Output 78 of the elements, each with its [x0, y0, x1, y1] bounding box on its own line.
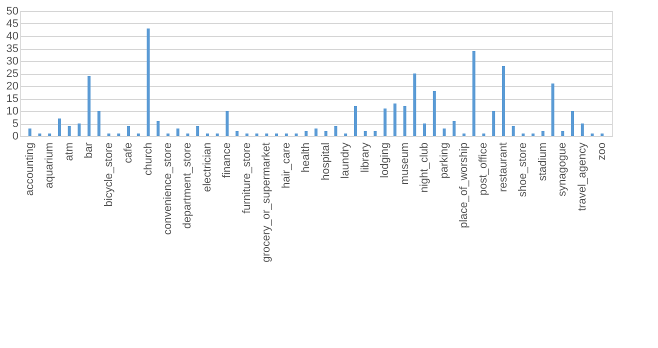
- x-tick-label: church: [142, 142, 154, 176]
- bar: [571, 111, 574, 136]
- x-tick-label: health: [300, 142, 312, 172]
- x-tick-label: convenience_store: [162, 142, 174, 235]
- x-tick-label: synagogue: [556, 142, 569, 196]
- bar: [413, 74, 416, 136]
- y-tick-label: 25: [6, 68, 18, 80]
- bar: [354, 106, 357, 136]
- x-tick-label: furniture_store: [240, 142, 253, 214]
- bar: [502, 66, 505, 136]
- x-tick-label: hair_care: [280, 142, 292, 188]
- bar: [88, 76, 91, 136]
- x-tick-label: post_office: [478, 142, 490, 196]
- x-tick-label: travel_agency: [576, 142, 588, 211]
- y-tick-label: 50: [6, 6, 18, 18]
- bar: [58, 118, 61, 136]
- x-tick-label: place_of_worship: [458, 142, 470, 228]
- x-tick-label: electrician: [201, 142, 214, 192]
- bar: [492, 111, 496, 136]
- x-tick-label: atm: [63, 142, 76, 161]
- bar: [304, 131, 308, 136]
- bar: [472, 51, 476, 136]
- x-tick-label: accounting: [24, 142, 36, 196]
- bar: [78, 124, 81, 136]
- x-tick-label: laundry: [340, 142, 352, 179]
- bar: [551, 84, 554, 136]
- x-tick-label: bar: [83, 142, 96, 158]
- x-tick-label: stadium: [536, 142, 549, 182]
- bar: [127, 126, 130, 136]
- y-tick-label: 10: [6, 106, 18, 118]
- y-tick-label: 35: [6, 43, 18, 55]
- bar: [68, 126, 71, 136]
- y-tick-label: 0: [12, 130, 18, 142]
- bar: [541, 131, 544, 136]
- bar: [28, 128, 32, 136]
- y-tick-label: 20: [6, 80, 18, 92]
- x-tick-label: parking: [438, 142, 450, 179]
- bar: [423, 124, 426, 136]
- x-tick-label: museum: [398, 142, 411, 185]
- x-tick-label: zoo: [596, 142, 608, 160]
- x-tick-label: restaurant: [497, 142, 510, 192]
- bar: [324, 131, 328, 136]
- bar: [364, 131, 367, 136]
- y-tick-label: 15: [6, 93, 18, 105]
- x-tick-label: library: [359, 142, 372, 172]
- y-tick-label: 45: [6, 18, 18, 30]
- bar: [580, 124, 584, 136]
- bar: [334, 126, 338, 136]
- bar: [512, 126, 515, 136]
- bar: [146, 28, 150, 136]
- bar: [374, 131, 377, 136]
- bar: [97, 111, 100, 136]
- bar: [393, 104, 396, 136]
- bar: [442, 128, 446, 136]
- x-tick-label: finance: [221, 142, 234, 178]
- y-tick-label: 5: [12, 118, 18, 130]
- x-tick-label: aquarium: [44, 142, 56, 188]
- y-tick-label: 30: [6, 56, 18, 68]
- bar: [561, 131, 564, 136]
- x-tick-label: department_store: [182, 142, 194, 229]
- y-tick-label: 40: [6, 30, 18, 42]
- x-tick-label: bicycle_store: [102, 142, 115, 207]
- x-tick-label: hospital: [320, 142, 332, 180]
- x-tick-label: night_club: [418, 142, 431, 193]
- bar: [384, 108, 387, 136]
- x-tick-label: shoe_store: [517, 142, 530, 197]
- x-tick-label: cafe: [122, 142, 135, 164]
- bar: [176, 128, 180, 136]
- bar: [432, 91, 436, 136]
- bar: [226, 111, 229, 136]
- bar: [196, 126, 200, 136]
- x-tick-label: lodging: [379, 142, 392, 178]
- bar: [452, 121, 456, 136]
- bar: [403, 106, 406, 136]
- bar: [236, 131, 239, 136]
- x-tick-label: grocery_or_supermarket: [260, 142, 273, 262]
- bar: [156, 121, 160, 136]
- bar: [314, 128, 318, 136]
